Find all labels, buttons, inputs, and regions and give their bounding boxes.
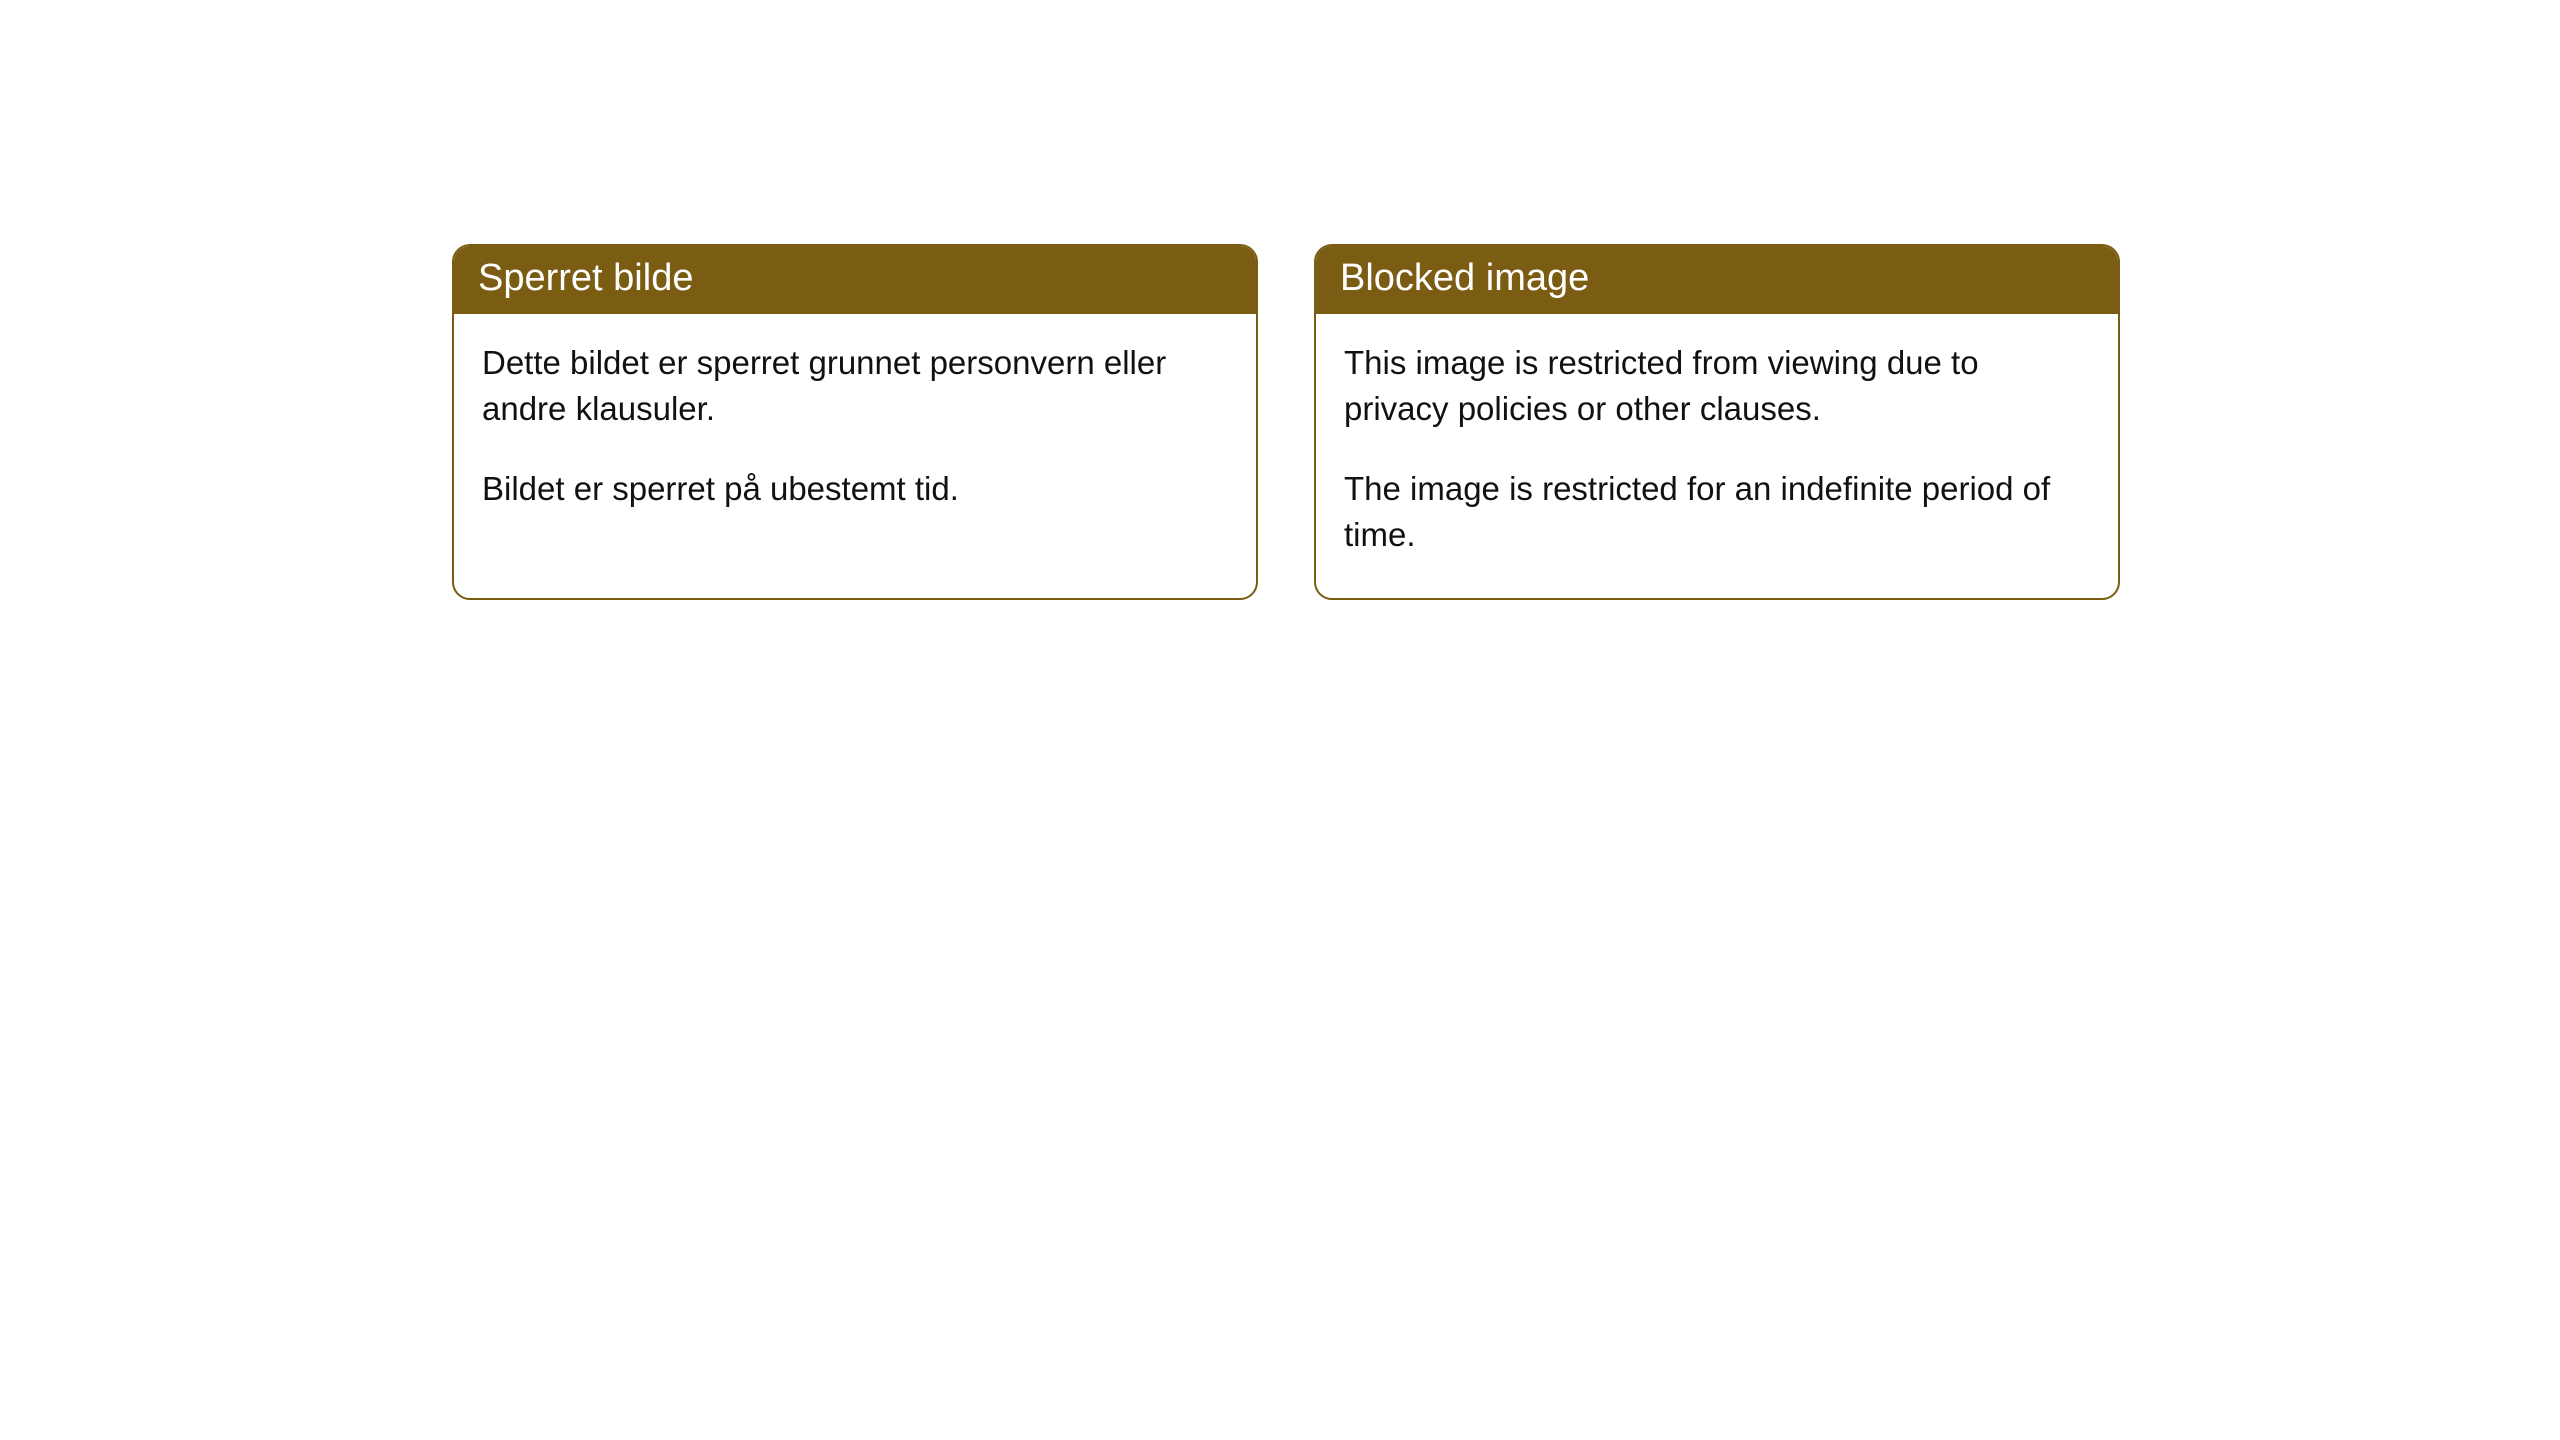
card-header: Blocked image: [1316, 246, 2118, 314]
blocked-image-card-norwegian: Sperret bilde Dette bildet er sperret gr…: [452, 244, 1258, 600]
card-title: Blocked image: [1340, 257, 1589, 299]
blocked-image-card-english: Blocked image This image is restricted f…: [1314, 244, 2120, 600]
card-paragraph: Dette bildet er sperret grunnet personve…: [482, 340, 1228, 432]
card-body: This image is restricted from viewing du…: [1316, 314, 2118, 599]
cards-container: Sperret bilde Dette bildet er sperret gr…: [0, 0, 2560, 600]
card-body: Dette bildet er sperret grunnet personve…: [454, 314, 1256, 553]
card-paragraph: The image is restricted for an indefinit…: [1344, 466, 2090, 558]
card-title: Sperret bilde: [478, 257, 693, 299]
card-paragraph: This image is restricted from viewing du…: [1344, 340, 2090, 432]
card-paragraph: Bildet er sperret på ubestemt tid.: [482, 466, 1228, 512]
card-header: Sperret bilde: [454, 246, 1256, 314]
